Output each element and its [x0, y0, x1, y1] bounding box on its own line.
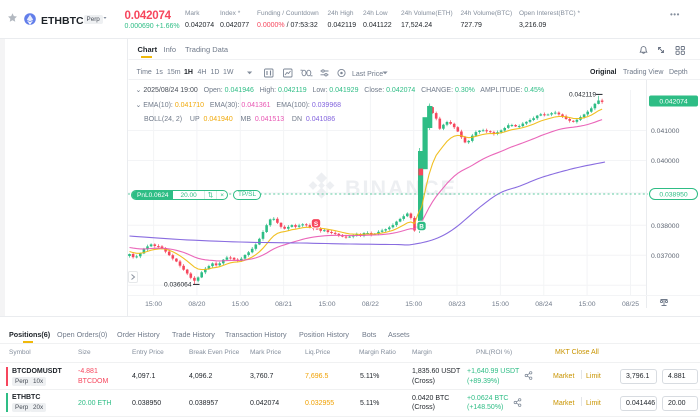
svg-text:0.040000: 0.040000: [651, 158, 680, 165]
svg-text:Last Price: Last Price: [352, 71, 383, 78]
svg-text:0.042074: 0.042074: [659, 99, 688, 106]
svg-text:08/23: 08/23: [448, 301, 465, 308]
svg-text:B: B: [419, 224, 424, 231]
svg-text:15:00: 15:00: [145, 301, 162, 308]
svg-text:0.036064: 0.036064: [164, 282, 192, 289]
svg-text:08/24: 08/24: [535, 301, 552, 308]
svg-text:0.037000: 0.037000: [651, 253, 680, 260]
svg-text:15:00: 15:00: [232, 301, 249, 308]
svg-text:S: S: [314, 221, 319, 228]
svg-text:08/21: 08/21: [275, 301, 292, 308]
svg-text:0.042119: 0.042119: [569, 92, 596, 99]
svg-text:0.041000: 0.041000: [651, 128, 680, 135]
svg-text:0.038000: 0.038000: [651, 223, 680, 230]
svg-text:08/20: 08/20: [188, 301, 205, 308]
svg-text:BINANCE: BINANCE: [345, 176, 457, 200]
svg-text:15:00: 15:00: [492, 301, 509, 308]
svg-text:15:00: 15:00: [405, 301, 422, 308]
svg-text:15:00: 15:00: [318, 301, 335, 308]
svg-text:08/22: 08/22: [362, 301, 379, 308]
svg-text:0.038950: 0.038950: [659, 192, 688, 199]
svg-text:15:00: 15:00: [579, 301, 596, 308]
svg-text:08/25: 08/25: [622, 301, 639, 308]
